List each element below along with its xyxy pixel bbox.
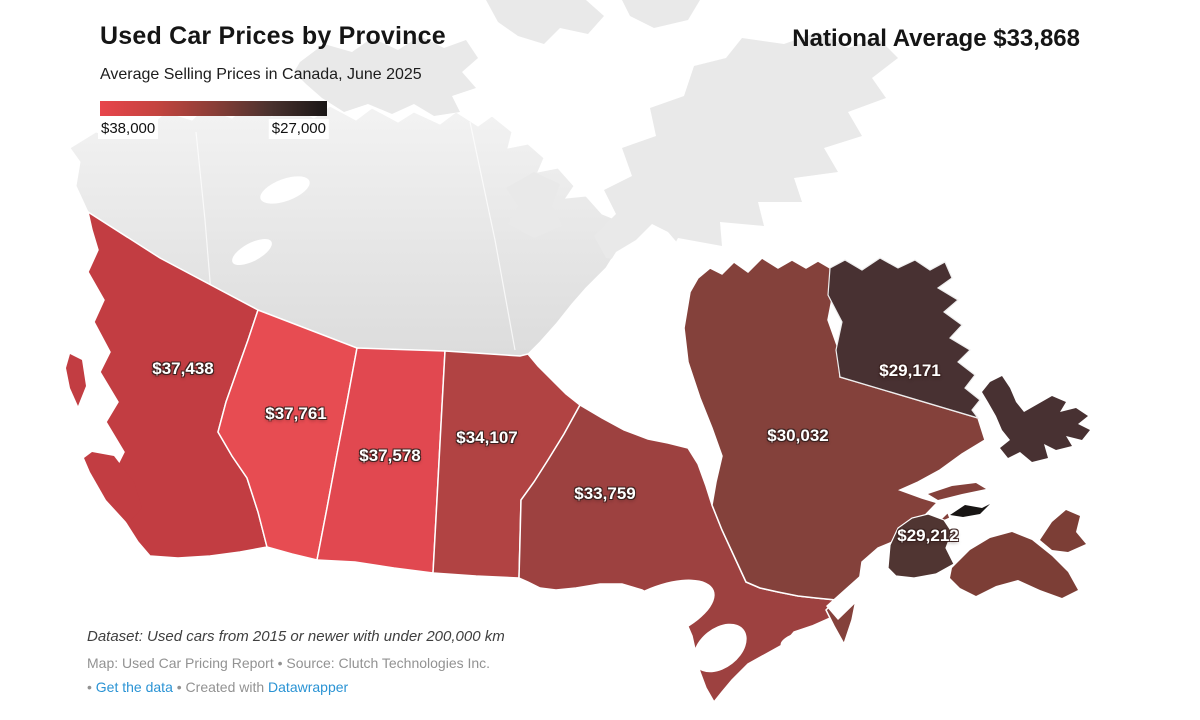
datawrapper-link[interactable]: Datawrapper [268, 679, 349, 695]
region-southampton-island [506, 172, 562, 238]
province-ontario[interactable] [518, 403, 846, 704]
legend-max-label: $27,000 [268, 119, 329, 139]
region-arctic-islands-top2 [622, 0, 700, 28]
legend-min-label: $38,000 [98, 119, 159, 139]
created-with-text: Created with [185, 679, 265, 695]
lake-erie [736, 661, 784, 691]
legend-gradient-bar [100, 101, 327, 116]
get-the-data-link[interactable]: Get the data [95, 679, 173, 695]
region-newfoundland-island[interactable] [982, 376, 1090, 462]
great-slave-lake [232, 238, 272, 266]
hudson-bay [528, 224, 722, 505]
region-arctic-islands-west [294, 36, 478, 116]
national-average-text: National Average $33,868 [792, 25, 1080, 52]
haida-gwaii[interactable] [66, 354, 86, 406]
bullet: • [87, 679, 92, 695]
dataset-note: Dataset: Used cars from 2015 or newer wi… [87, 628, 505, 645]
lake-huron-georgian-bay [693, 623, 747, 673]
attribution-row: • Get the data • Created with Datawrappe… [87, 679, 348, 695]
province-new-brunswick[interactable] [887, 513, 955, 579]
territory-internal-border [469, 121, 516, 351]
lake-superior [605, 579, 715, 645]
anticosti-island[interactable] [928, 483, 986, 500]
map-source-credit: Map: Used Car Pricing Report • Source: C… [87, 655, 491, 671]
vancouver-island[interactable] [84, 452, 142, 524]
region-arctic-islands-top [486, 0, 604, 44]
lake-ontario [780, 630, 820, 650]
cape-breton-island[interactable] [1040, 510, 1086, 552]
great-bear-lake [260, 176, 310, 204]
region-baffin-island [594, 32, 898, 262]
province-prince-edward-island[interactable] [950, 504, 990, 517]
page-title: Used Car Prices by Province [100, 22, 446, 50]
page-subtitle: Average Selling Prices in Canada, June 2… [100, 66, 422, 83]
region-labrador[interactable] [827, 257, 981, 420]
territory-internal-border [195, 131, 213, 306]
bullet: • [176, 679, 182, 695]
province-nova-scotia[interactable] [950, 532, 1078, 598]
